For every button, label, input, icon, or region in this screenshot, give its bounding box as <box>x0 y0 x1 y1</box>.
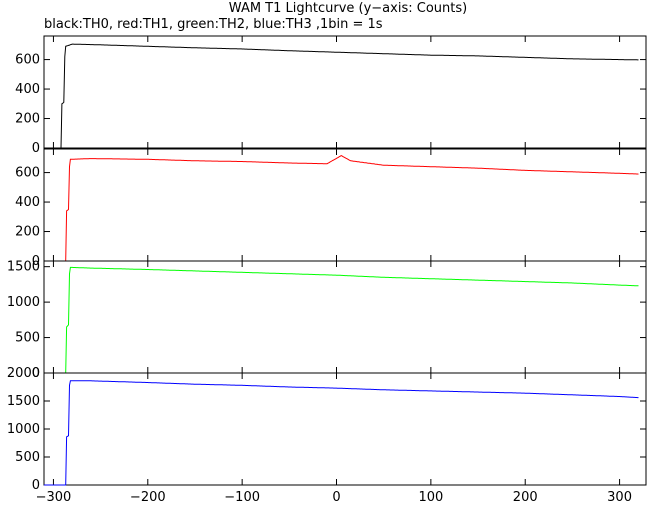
panel-th0: 0 200 400 600 <box>15 35 647 156</box>
series-line-th1 <box>44 155 639 262</box>
y-tick-label: 600 <box>15 166 40 181</box>
series-line-th0 <box>44 43 639 149</box>
panel-frame <box>43 372 647 486</box>
x-tick-label: 100 <box>418 490 443 505</box>
chart-subtitle: black:TH0, red:TH1, green:TH2, blue:TH3 … <box>44 17 383 32</box>
chart-title: WAM T1 Lightcurve (y−axis: Counts) <box>229 1 467 16</box>
y-tick-label: 1000 <box>7 295 40 310</box>
x-tick-label: −300 <box>36 490 72 505</box>
series-line-th2 <box>44 266 639 374</box>
y-tick-label: 400 <box>15 82 40 97</box>
y-tick-label: 500 <box>15 331 40 346</box>
panel-frame <box>43 35 647 149</box>
panel-frame <box>43 148 647 262</box>
x-tick-label: −100 <box>224 490 260 505</box>
y-tick-label: 0 <box>32 141 40 156</box>
x-tick-label: 0 <box>332 490 340 505</box>
y-tick-label: 600 <box>15 53 40 68</box>
y-tick-label: 1000 <box>7 422 40 437</box>
y-tick-label: 200 <box>15 225 40 240</box>
y-tick-label: 1500 <box>7 260 40 275</box>
panel-th3: 0 500 1000 1500 2000 <box>7 366 647 493</box>
panel-frame <box>43 260 647 374</box>
y-tick-label: 500 <box>15 450 40 465</box>
x-tick-label: −200 <box>130 490 166 505</box>
x-tick-label: 200 <box>513 490 538 505</box>
panel-th2: 0 500 1000 1500 <box>7 260 647 381</box>
y-tick-label: 0 <box>32 478 40 493</box>
y-tick-label: 200 <box>15 112 40 127</box>
y-tick-label: 400 <box>15 195 40 210</box>
y-tick-label: 0 <box>32 366 40 381</box>
chart-panels: 0200400600020040060005001000150005001000… <box>7 35 647 505</box>
y-tick-label: 0 <box>32 254 40 269</box>
series-line-th3 <box>44 380 639 486</box>
y-tick-label: 2000 <box>7 366 40 381</box>
panel-th1: 0 200 400 600 <box>15 148 647 269</box>
y-tick-label: 1500 <box>7 394 40 409</box>
x-tick-label: 300 <box>607 490 632 505</box>
